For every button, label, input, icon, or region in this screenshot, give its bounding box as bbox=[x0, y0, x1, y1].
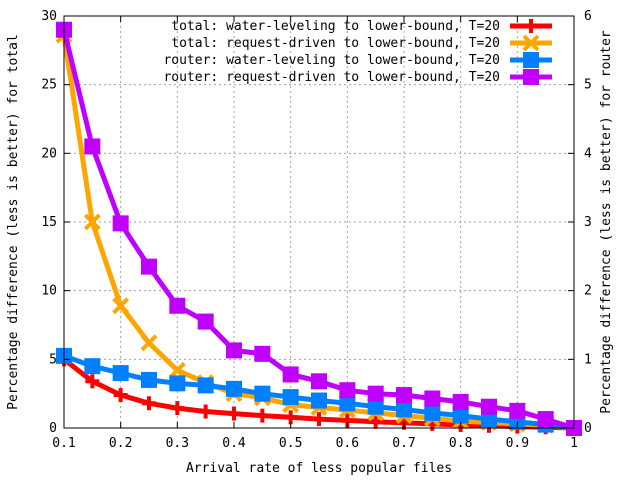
legend-entry: router: water-leveling to lower-bound, T… bbox=[163, 52, 552, 68]
legend-entry: router: request-driven to lower-bound, T… bbox=[163, 69, 552, 85]
x-tick-label: 0.9 bbox=[506, 436, 529, 451]
legend-label: total: request-driven to lower-bound, T=… bbox=[171, 36, 500, 51]
y-left-tick-label: 5 bbox=[49, 352, 57, 367]
data-point bbox=[339, 395, 356, 412]
x-tick-label: 1 bbox=[570, 436, 578, 451]
y-left-tick-label: 0 bbox=[49, 421, 57, 436]
legend-entry: total: request-driven to lower-bound, T=… bbox=[171, 34, 552, 52]
legend-label: router: request-driven to lower-bound, T… bbox=[163, 70, 500, 85]
data-point bbox=[396, 387, 412, 404]
data-point bbox=[142, 396, 156, 411]
y-left-tick-label: 15 bbox=[41, 215, 57, 230]
x-tick-label: 0.8 bbox=[449, 436, 472, 451]
y-left-tick-label: 30 bbox=[41, 9, 57, 24]
data-point bbox=[452, 407, 469, 424]
x-axis-label: Arrival rate of less popular files bbox=[186, 461, 452, 476]
series-layer bbox=[55, 21, 583, 437]
data-point bbox=[254, 385, 271, 402]
data-point bbox=[141, 371, 157, 388]
data-point bbox=[282, 389, 299, 406]
data-point bbox=[168, 361, 186, 379]
data-point bbox=[368, 414, 383, 429]
data-point bbox=[169, 297, 186, 314]
data-point bbox=[226, 342, 242, 359]
y-axis-right-label: Percentage difference (less is better) f… bbox=[599, 30, 614, 414]
series-3 bbox=[56, 347, 582, 436]
legend-marker bbox=[523, 69, 539, 85]
legend-label: total: water-leveling to lower-bound, T=… bbox=[171, 19, 500, 34]
data-point bbox=[311, 392, 327, 409]
data-point bbox=[254, 345, 271, 362]
y-right-tick-label: 2 bbox=[584, 284, 592, 299]
x-tick-label: 0.3 bbox=[166, 436, 189, 451]
y-left-tick-label: 25 bbox=[41, 78, 57, 93]
data-point bbox=[226, 380, 242, 397]
x-tick-label: 0.5 bbox=[279, 436, 302, 451]
y-left-tick-label: 20 bbox=[41, 146, 57, 161]
legend-marker bbox=[524, 19, 538, 33]
data-point bbox=[170, 401, 185, 416]
data-point bbox=[311, 373, 327, 390]
data-point bbox=[227, 406, 241, 421]
data-point bbox=[481, 411, 497, 428]
ticks: 0.1 0.2 0.3 0.4 0.5 0.6 0.7 0.8 0.9 1051015202530… bbox=[41, 9, 592, 451]
data-point bbox=[197, 313, 214, 330]
data-point bbox=[141, 258, 157, 275]
data-point bbox=[84, 358, 101, 375]
data-point bbox=[83, 213, 101, 231]
legend-label: router: water-leveling to lower-bound, T… bbox=[163, 53, 500, 68]
data-point bbox=[339, 382, 356, 399]
data-point bbox=[452, 393, 469, 410]
data-point bbox=[424, 390, 441, 407]
data-point bbox=[396, 401, 412, 418]
data-point bbox=[283, 410, 298, 425]
y-right-tick-label: 0 bbox=[584, 421, 592, 436]
x-tick-label: 0.1 bbox=[52, 436, 75, 451]
series-4 bbox=[56, 21, 582, 436]
y-axis-left-label: Percentage difference (less is better) f… bbox=[6, 34, 21, 410]
legend: total: water-leveling to lower-bound, T=… bbox=[163, 19, 552, 85]
data-point bbox=[509, 402, 526, 419]
data-point bbox=[481, 398, 497, 415]
data-point bbox=[367, 398, 384, 415]
y-right-tick-label: 5 bbox=[584, 78, 592, 93]
data-point bbox=[169, 375, 186, 392]
data-point bbox=[537, 411, 554, 428]
data-point bbox=[255, 408, 270, 423]
y-left-tick-label: 10 bbox=[41, 284, 57, 299]
data-point bbox=[312, 412, 326, 427]
x-tick-label: 0.7 bbox=[392, 436, 415, 451]
data-point bbox=[112, 297, 130, 315]
legend-entry: total: water-leveling to lower-bound, T=… bbox=[171, 19, 552, 34]
x-tick-label: 0.4 bbox=[222, 436, 246, 451]
legend-marker bbox=[522, 34, 540, 52]
data-point bbox=[84, 138, 101, 155]
legend-marker bbox=[523, 52, 539, 68]
data-point bbox=[85, 374, 100, 389]
y-right-tick-label: 1 bbox=[584, 352, 592, 367]
data-point bbox=[198, 404, 213, 419]
x-tick-label: 0.6 bbox=[336, 436, 359, 451]
data-point bbox=[112, 215, 129, 232]
data-point bbox=[282, 366, 299, 383]
data-point bbox=[140, 334, 158, 352]
y-right-tick-label: 3 bbox=[584, 215, 592, 230]
data-point bbox=[424, 404, 441, 421]
data-point bbox=[113, 388, 128, 403]
y-right-tick-label: 6 bbox=[584, 9, 592, 24]
data-point bbox=[367, 385, 384, 402]
x-tick-label: 0.2 bbox=[109, 436, 132, 451]
y-right-tick-label: 4 bbox=[584, 146, 592, 161]
data-point bbox=[112, 365, 129, 382]
data-point bbox=[197, 377, 214, 394]
